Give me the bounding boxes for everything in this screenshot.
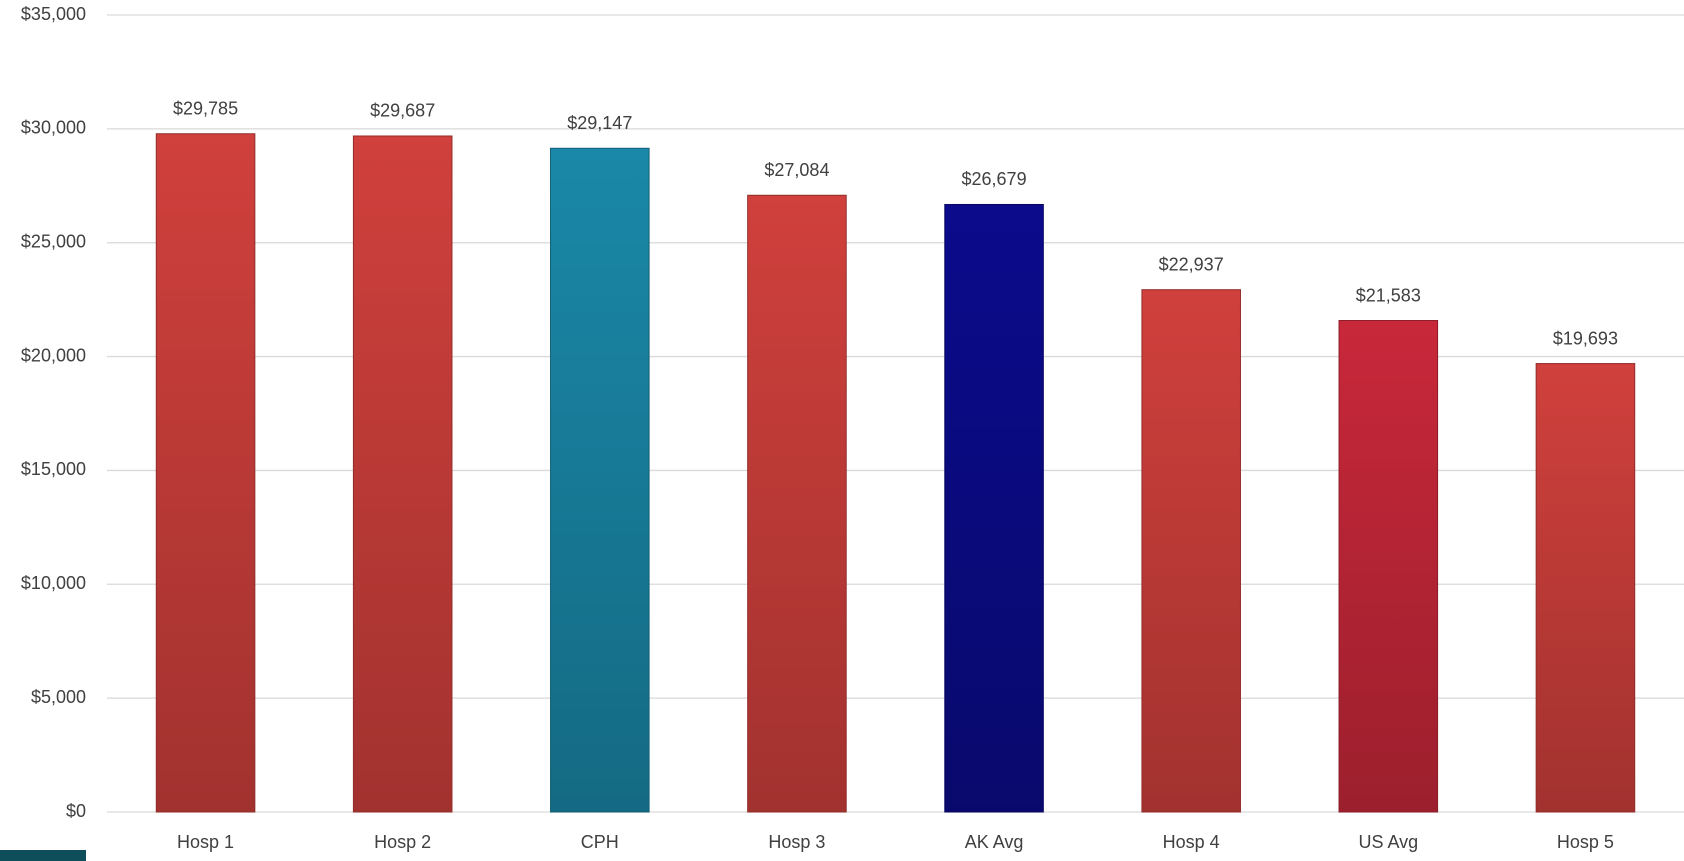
corner-decoration <box>0 850 86 861</box>
y-tick-label: $25,000 <box>21 231 86 251</box>
value-label: $29,147 <box>567 113 632 133</box>
x-tick-label: CPH <box>581 832 619 852</box>
bar <box>944 203 1044 813</box>
bar <box>1535 363 1636 813</box>
x-tick-label: Hosp 4 <box>1163 832 1220 852</box>
bar <box>1338 320 1439 813</box>
bar <box>747 194 847 813</box>
y-tick-label: $15,000 <box>21 459 86 479</box>
value-label: $27,084 <box>764 160 829 180</box>
x-tick-label: AK Avg <box>965 832 1024 852</box>
bar <box>352 135 453 813</box>
value-label: $29,687 <box>370 101 435 121</box>
y-tick-label: $35,000 <box>21 4 86 24</box>
x-tick-label: Hosp 1 <box>177 832 234 852</box>
value-label: $22,937 <box>1159 254 1224 274</box>
bar <box>155 133 256 813</box>
bar <box>1141 289 1241 813</box>
value-label: $19,693 <box>1553 328 1618 348</box>
y-tick-label: $0 <box>66 801 86 821</box>
x-tick-label: US Avg <box>1358 832 1418 852</box>
bar <box>550 147 650 813</box>
x-tick-label: Hosp 3 <box>768 832 825 852</box>
value-label: $29,785 <box>173 99 238 119</box>
x-tick-label: Hosp 2 <box>374 832 431 852</box>
value-label: $21,583 <box>1356 285 1421 305</box>
y-tick-label: $30,000 <box>21 118 86 138</box>
value-label: $26,679 <box>962 169 1027 189</box>
y-tick-label: $10,000 <box>21 573 86 593</box>
y-tick-label: $5,000 <box>31 687 86 707</box>
y-tick-label: $20,000 <box>21 345 86 365</box>
x-tick-label: Hosp 5 <box>1557 832 1614 852</box>
